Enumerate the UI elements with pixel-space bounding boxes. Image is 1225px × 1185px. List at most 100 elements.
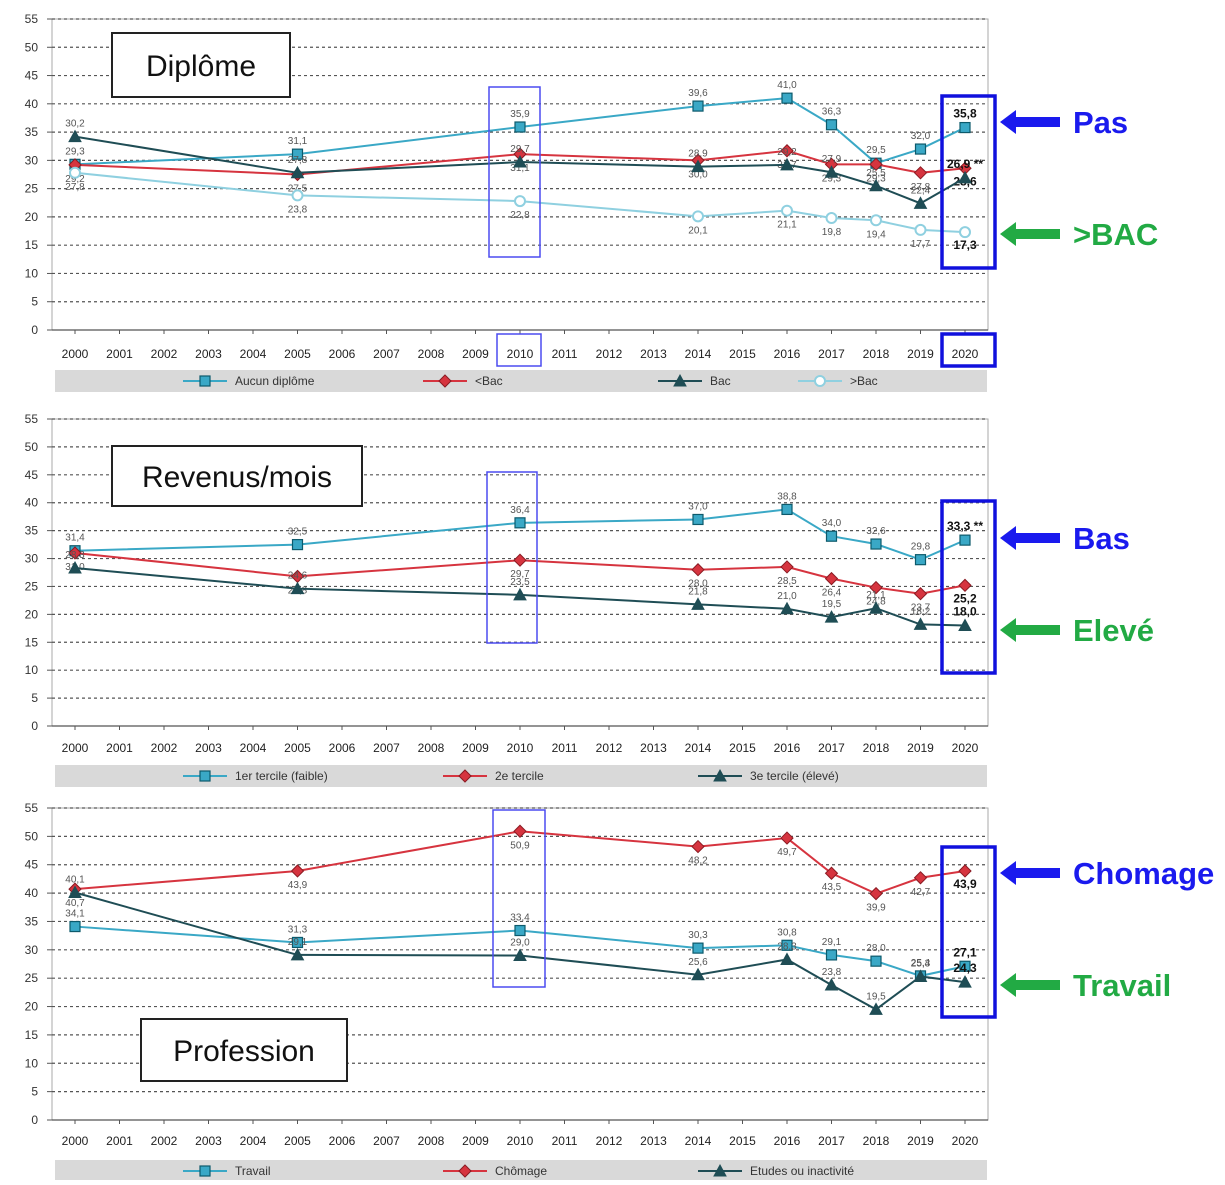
y-tick-label: 20 [25,607,39,621]
data-point [914,554,927,566]
data-point [913,969,928,982]
title-box [111,32,291,98]
x-tick-label: 2002 [151,1134,178,1148]
arrow-head [1000,618,1016,642]
data-point [825,119,838,131]
legend-marker [438,374,452,388]
data-point [870,214,882,227]
data-point [514,924,526,937]
arrow-shaft [1015,868,1060,878]
x-tick-label: 2010 [507,347,534,361]
highlight-2020 [940,499,997,675]
x-tick-label: 2000 [62,741,89,755]
x-tick-label: 2006 [329,347,356,361]
legend-bar [55,765,987,787]
data-label: 24,3 [953,961,977,975]
data-label: 23,8 [822,967,842,978]
series-circle: 27,8 23,8 22,8 20,1 21,1 19,8 19,4 17,7 17,3 [65,166,977,252]
data-point [291,538,304,551]
annotation-label: Travail [1073,968,1171,1003]
data-label: 39,9 [866,903,886,914]
data-label: 23,5 [510,577,530,588]
data-label: 27,8 [65,182,85,193]
x-tick-label: 2009 [462,741,489,755]
data-label: 29,3 [822,173,842,184]
data-label: 34,1 [65,909,85,920]
arrow-shaft [1015,533,1060,543]
data-point [68,129,82,143]
data-label: 27,5 [288,184,308,195]
data-point [68,885,82,899]
legend-marker [713,768,727,782]
data-point [513,155,527,168]
data-point [824,977,839,991]
data-point [959,960,971,972]
data-label: 17,3 [953,238,977,252]
data-label: 30,0 [688,169,708,180]
x-tick-label: 2000 [62,347,89,361]
x-tick-label: 2007 [373,741,400,755]
x-tick-label: 2020 [952,347,979,361]
legend-marker [458,769,472,783]
series-triangle: 28,3 24,6 23,5 21,8 21,0 19,5 21,1 18,2 18,0 [65,550,977,632]
data-point [870,538,882,550]
x-tick-label: 2009 [462,1134,489,1148]
data-label: 33,3 ** [947,519,983,533]
data-label: 31,1 [288,136,308,147]
arrow-head [1000,861,1016,885]
x-tick-label: 2008 [418,1134,445,1148]
data-label: 29,1 [288,937,308,948]
y-tick-label: 20 [25,1000,39,1014]
x-tick-label: 2012 [596,1134,623,1148]
data-label: 28,5 [777,576,797,587]
y-tick-label: 10 [25,266,39,280]
x-tick-label: 2001 [106,741,133,755]
data-label: 23,7 [911,603,931,614]
data-point [824,571,839,586]
data-label: 21,0 [777,591,797,602]
x-tick-label: 2009 [462,347,489,361]
data-point [691,597,705,610]
data-point [913,587,928,601]
x-tick-label: 2003 [195,741,222,755]
data-label: 19,5 [866,991,886,1002]
highlight-2020-year [940,332,997,368]
x-tick-label: 2000 [62,1134,89,1148]
data-label: 43,9 [288,880,308,891]
y-tick-label: 0 [31,1113,38,1127]
data-point [290,947,305,961]
x-tick-label: 2020 [952,741,979,755]
data-label: 30,8 [777,927,797,938]
chart-title: Revenus/mois [142,461,332,494]
data-point [959,534,971,546]
y-tick-label: 45 [25,69,39,83]
y-tick-label: 55 [25,801,39,815]
data-label: 32,6 [866,526,886,537]
x-tick-label: 2019 [907,1134,934,1148]
data-point [68,546,82,560]
y-tick-label: 40 [25,496,39,510]
chart-title: Diplôme [146,50,256,83]
data-label: 29,2 [65,174,85,185]
data-label: 29,0 [510,937,530,948]
chart-panel-2: 0 5 10 15 20 25 30 35 40 45 50 55 2000 2001 2002 2003 20… [25,412,1154,787]
chart-panel-3: 0 5 10 15 20 25 30 35 40 45 50 55 2000 2001 2002 2003 20… [25,801,1214,1182]
data-point [870,955,882,967]
data-label: 39,6 [688,88,708,99]
x-tick-label: 2018 [863,1134,890,1148]
data-label: 28,0 [866,943,886,954]
y-tick-label: 50 [25,40,39,54]
y-tick-label: 5 [31,295,38,309]
data-point [913,166,928,180]
data-point [869,580,883,595]
legend-label: Bac [710,374,731,388]
data-point [914,143,927,155]
x-tick-label: 2010 [507,1134,534,1148]
x-tick-label: 2002 [151,741,178,755]
arrow-head [1000,526,1016,550]
data-point [825,212,838,225]
data-label: 31,1 [510,163,530,174]
x-tick-label: 2020 [952,1134,979,1148]
data-label: 18,0 [953,605,977,619]
